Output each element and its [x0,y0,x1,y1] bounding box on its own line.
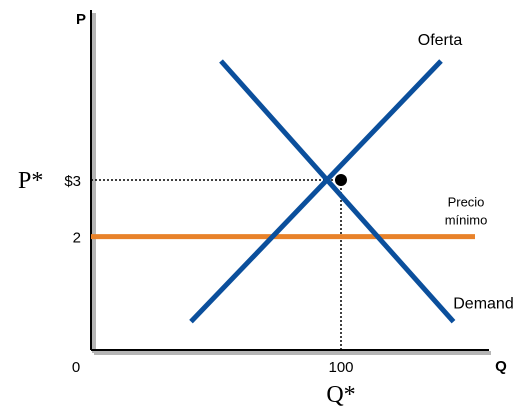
supply-curve [189,59,443,324]
x-tick-label-100: 100 [328,359,353,376]
price-floor-label-line-1: Precio [448,195,485,210]
y-tick-label-2: 2 [73,230,81,247]
equilibrium-quantity-symbol: Q* [326,382,355,408]
x-axis-label: Q [495,358,507,375]
x-tick-label-0: 0 [72,359,80,376]
equilibrium-price-symbol: P* [18,168,43,194]
price-floor-label-line-2: mínimo [445,213,488,228]
y-tick-label-3: $3 [64,173,81,190]
equilibrium-point [335,174,347,186]
demand-curve-label: Demand [453,296,513,313]
supply-curve-label: Oferta [418,32,463,49]
y-axis-label: P [76,11,86,28]
demand-curve [219,59,456,324]
